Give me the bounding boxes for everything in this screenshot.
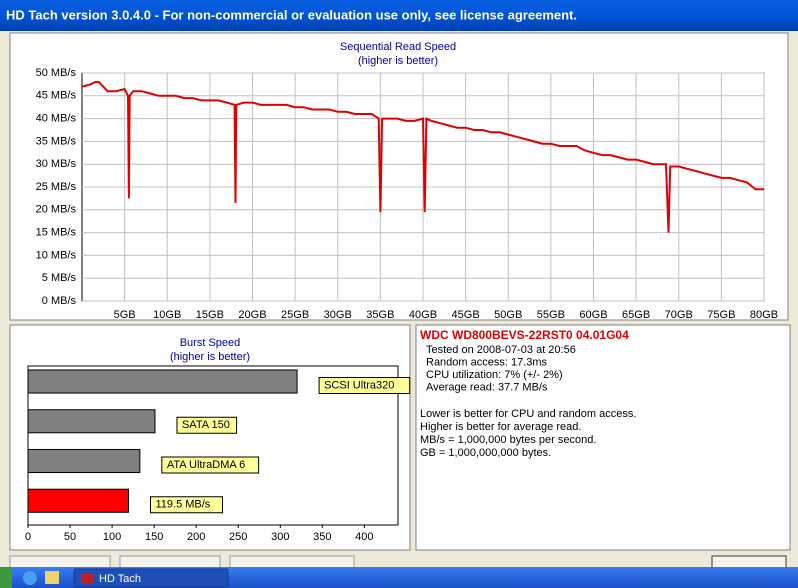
x-tick-label: 10GB — [153, 309, 181, 321]
x-tick-label: 400 — [355, 531, 373, 543]
info-panel — [415, 324, 791, 551]
chart-subtitle: (higher is better) — [358, 55, 438, 67]
y-tick-label: 15 MB/s — [36, 227, 77, 239]
x-tick-label: 60GB — [579, 309, 607, 321]
bar-label: SCSI Ultra320 — [324, 379, 394, 391]
x-tick-label: 300 — [271, 531, 289, 543]
x-tick-label: 0 — [25, 531, 31, 543]
chart-subtitle: (higher is better) — [170, 351, 250, 363]
chart-title: Sequential Read Speed — [340, 41, 456, 53]
label-box — [318, 377, 411, 395]
note: MB/s = 1,000,000 bytes per second. — [420, 434, 596, 446]
button[interactable] — [229, 555, 355, 569]
bar-label: ATA UltraDMA 6 — [167, 459, 245, 471]
label-box — [176, 416, 238, 434]
x-tick-label: 80GB — [750, 309, 778, 321]
bar — [27, 448, 141, 474]
x-tick-label: 55GB — [537, 309, 565, 321]
note: GB = 1,000,000,000 bytes. — [420, 447, 551, 459]
x-tick-label: 200 — [187, 531, 205, 543]
y-tick-label: 50 MB/s — [36, 67, 77, 79]
start-button[interactable] — [0, 567, 12, 588]
x-tick-label: 20GB — [238, 309, 266, 321]
y-tick-label: 25 MB/s — [36, 181, 77, 193]
x-tick-label: 5GB — [114, 309, 136, 321]
bar — [27, 488, 129, 513]
note: Lower is better for CPU and random acces… — [420, 408, 636, 420]
chart-title: Burst Speed — [180, 337, 241, 349]
x-tick-label: 15GB — [196, 309, 224, 321]
stat: Tested on 2008-07-03 at 20:56 — [426, 344, 576, 356]
x-tick-label: 100 — [103, 531, 121, 543]
y-tick-label: 5 MB/s — [42, 272, 77, 284]
stat: CPU utilization: 7% (+/- 2%) — [426, 369, 563, 381]
y-tick-label: 0 MB/s — [42, 295, 77, 307]
button[interactable] — [9, 555, 111, 569]
x-tick-label: 75GB — [707, 309, 735, 321]
x-tick-label: 150 — [145, 531, 163, 543]
x-tick-label: 70GB — [665, 309, 693, 321]
x-tick-label: 65GB — [622, 309, 650, 321]
title-bar — [0, 0, 798, 31]
y-tick-label: 20 MB/s — [36, 204, 77, 216]
y-tick-label: 45 MB/s — [36, 90, 77, 102]
stat: Average read: 37.7 MB/s — [426, 381, 548, 393]
y-tick-label: 10 MB/s — [36, 249, 77, 261]
label-box — [161, 456, 260, 474]
x-tick-label: 350 — [313, 531, 331, 543]
note: Higher is better for average read. — [420, 421, 581, 433]
label-box — [149, 496, 223, 514]
window-title: HD Tach version 3.0.4.0 - For non-commer… — [6, 7, 577, 22]
bar — [27, 409, 156, 434]
x-tick-label: 30GB — [324, 309, 352, 321]
read-line — [81, 81, 764, 233]
task-label: HD Tach — [99, 573, 141, 585]
y-tick-label: 35 MB/s — [36, 135, 77, 147]
bar — [27, 369, 298, 394]
bar-label: 119.5 MB/s — [155, 499, 210, 511]
x-tick-label: 45GB — [452, 309, 480, 321]
drive-name: WDC WD800BEVS-22RST0 04.01G04 — [420, 328, 629, 342]
x-tick-label: 40GB — [409, 309, 437, 321]
x-tick-label: 50GB — [494, 309, 522, 321]
y-tick-label: 40 MB/s — [36, 113, 77, 125]
x-tick-label: 50 — [64, 531, 76, 543]
bar-label: SATA 150 — [182, 419, 230, 431]
task-button[interactable] — [73, 568, 229, 588]
ie-icon[interactable] — [23, 571, 37, 585]
y-tick-label: 30 MB/s — [36, 158, 77, 170]
folder-icon[interactable] — [45, 571, 59, 584]
button[interactable] — [711, 555, 787, 569]
button[interactable] — [119, 555, 221, 569]
task-icon — [81, 573, 94, 583]
x-tick-label: 25GB — [281, 309, 309, 321]
x-tick-label: 250 — [229, 531, 247, 543]
stat: Random access: 17.3ms — [426, 356, 548, 368]
x-tick-label: 35GB — [366, 309, 394, 321]
